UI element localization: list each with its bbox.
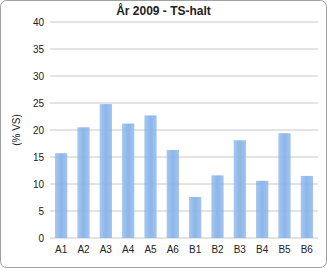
grid-line	[50, 103, 318, 104]
bar	[189, 197, 201, 238]
x-tick-label: B1	[189, 244, 202, 255]
x-tick-label: A4	[122, 244, 135, 255]
bar	[301, 176, 313, 238]
y-tick-label: 25	[33, 98, 45, 109]
y-tick-label: 35	[33, 44, 45, 55]
y-tick-label: 5	[38, 206, 44, 217]
bar	[100, 104, 112, 238]
y-tick-label: 40	[33, 17, 45, 28]
grid-line	[50, 184, 318, 185]
grid-line	[50, 22, 318, 23]
y-tick-label: 10	[33, 179, 45, 190]
x-tick-label: A6	[167, 244, 180, 255]
chart-frame	[1, 1, 327, 268]
y-tick-label: 15	[33, 152, 45, 163]
x-tick-label: A1	[55, 244, 68, 255]
x-tick-label: A2	[77, 244, 90, 255]
x-tick-label: A3	[100, 244, 113, 255]
chart-svg: År 2009 - TS-halt (% VS) 0 5 10 15 20 25 30 35 40 A…	[0, 0, 327, 268]
bar	[234, 140, 246, 238]
bar	[256, 181, 268, 238]
grid-line	[50, 130, 318, 131]
bar	[167, 150, 179, 238]
bars	[55, 104, 313, 238]
x-tick-label: B4	[256, 244, 269, 255]
x-tick-label: B6	[301, 244, 314, 255]
y-tick-label: 20	[33, 125, 45, 136]
grid-line	[50, 157, 318, 158]
x-tick-label: B5	[278, 244, 291, 255]
bar	[55, 153, 67, 238]
chart-container: År 2009 - TS-halt (% VS) 0 5 10 15 20 25 30 35 40 A…	[0, 0, 327, 268]
bar	[211, 175, 223, 238]
grid-line	[50, 49, 318, 50]
x-tick-label: B2	[211, 244, 224, 255]
grid-line	[50, 238, 318, 239]
y-tick-label: 30	[33, 71, 45, 82]
x-tick-label: B3	[234, 244, 247, 255]
bar	[144, 115, 156, 238]
grid-line	[50, 211, 318, 212]
bar	[122, 124, 134, 238]
x-tick-label: A5	[144, 244, 157, 255]
bar	[278, 133, 290, 238]
grid-line	[50, 76, 318, 77]
y-tick-label: 0	[38, 233, 44, 244]
bar	[77, 127, 89, 238]
chart-title: År 2009 - TS-halt	[116, 3, 211, 18]
y-axis-label: (% VS)	[11, 114, 22, 146]
